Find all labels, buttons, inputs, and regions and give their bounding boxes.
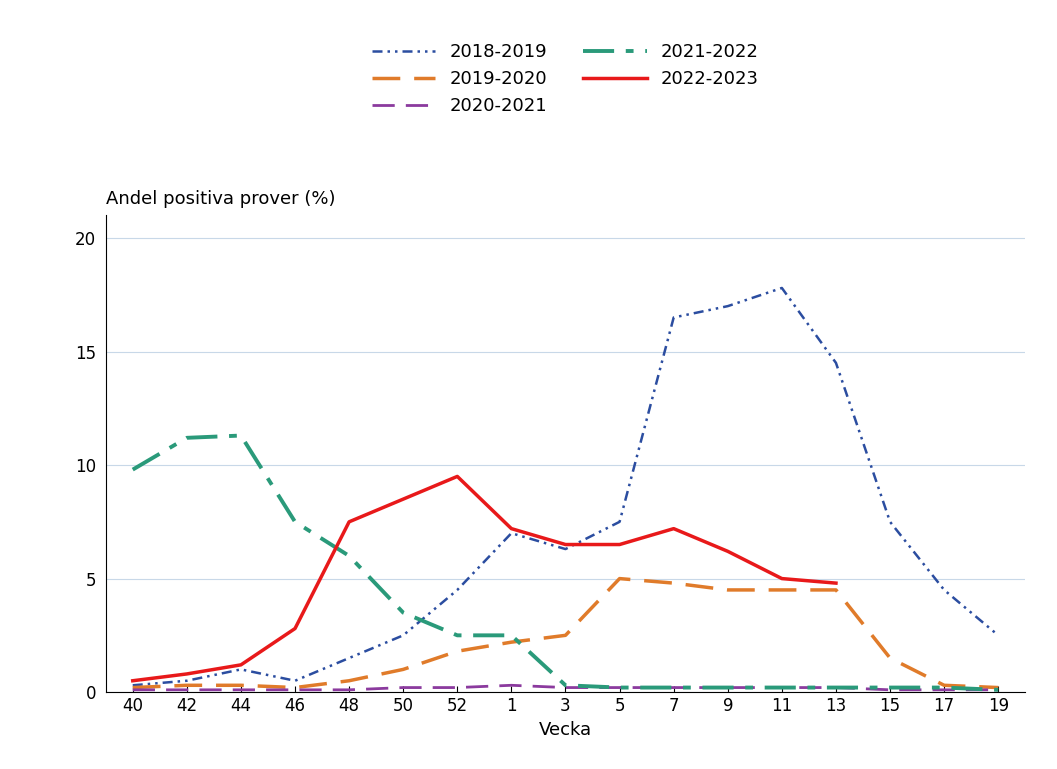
2019-2020 xyxy=(181,681,193,690)
2020-2021 xyxy=(235,685,247,694)
2022-2023 xyxy=(613,540,626,549)
2018-2019 xyxy=(181,676,193,685)
2020-2021 xyxy=(559,683,572,692)
2022-2023 xyxy=(289,624,301,633)
2018-2019 xyxy=(667,313,680,322)
Line: 2018-2019: 2018-2019 xyxy=(133,288,998,685)
2021-2022 xyxy=(559,681,572,690)
2019-2020 xyxy=(342,676,355,685)
2021-2022 xyxy=(396,608,409,618)
2018-2019 xyxy=(451,585,464,594)
2021-2022 xyxy=(289,518,301,527)
2018-2019 xyxy=(342,654,355,663)
2020-2021 xyxy=(776,683,789,692)
Line: 2021-2022: 2021-2022 xyxy=(133,435,998,690)
2019-2020 xyxy=(396,664,409,674)
2021-2022 xyxy=(342,551,355,561)
2019-2020 xyxy=(127,683,140,692)
2022-2023 xyxy=(342,518,355,527)
2021-2022 xyxy=(181,433,193,442)
2019-2020 xyxy=(776,585,789,594)
2022-2023 xyxy=(776,574,789,583)
2019-2020 xyxy=(559,631,572,640)
2022-2023 xyxy=(722,547,735,556)
2020-2021 xyxy=(396,683,409,692)
2019-2020 xyxy=(722,585,735,594)
2021-2022 xyxy=(776,683,789,692)
2021-2022 xyxy=(451,631,464,640)
2018-2019 xyxy=(884,518,896,527)
2019-2020 xyxy=(451,647,464,656)
2022-2023 xyxy=(181,669,193,678)
Text: Andel positiva prover (%): Andel positiva prover (%) xyxy=(106,190,335,208)
2020-2021 xyxy=(884,685,896,694)
2018-2019 xyxy=(776,283,789,292)
2018-2019 xyxy=(127,681,140,690)
2018-2019 xyxy=(991,631,1004,640)
2022-2023 xyxy=(559,540,572,549)
2019-2020 xyxy=(667,578,680,588)
2021-2022 xyxy=(127,465,140,474)
2021-2022 xyxy=(613,683,626,692)
2020-2021 xyxy=(342,685,355,694)
2021-2022 xyxy=(938,683,950,692)
2019-2020 xyxy=(991,683,1004,692)
2022-2023 xyxy=(396,494,409,504)
X-axis label: Vecka: Vecka xyxy=(539,721,592,738)
2020-2021 xyxy=(830,683,842,692)
2019-2020 xyxy=(830,585,842,594)
2019-2020 xyxy=(884,654,896,663)
2020-2021 xyxy=(451,683,464,692)
Line: 2022-2023: 2022-2023 xyxy=(133,477,836,681)
2018-2019 xyxy=(722,301,735,311)
2021-2022 xyxy=(722,683,735,692)
2021-2022 xyxy=(830,683,842,692)
2018-2019 xyxy=(289,676,301,685)
2020-2021 xyxy=(127,685,140,694)
2018-2019 xyxy=(235,664,247,674)
2022-2023 xyxy=(830,578,842,588)
Legend: 2018-2019, 2019-2020, 2020-2021, 2021-2022, 2022-2023: 2018-2019, 2019-2020, 2020-2021, 2021-20… xyxy=(372,43,759,115)
2019-2020 xyxy=(235,681,247,690)
2019-2020 xyxy=(505,638,518,647)
2020-2021 xyxy=(289,685,301,694)
2020-2021 xyxy=(722,683,735,692)
2020-2021 xyxy=(613,683,626,692)
2022-2023 xyxy=(505,524,518,533)
2019-2020 xyxy=(613,574,626,583)
2020-2021 xyxy=(667,683,680,692)
Line: 2020-2021: 2020-2021 xyxy=(133,685,998,690)
2019-2020 xyxy=(289,683,301,692)
2021-2022 xyxy=(884,683,896,692)
2018-2019 xyxy=(559,544,572,554)
2018-2019 xyxy=(505,528,518,538)
2020-2021 xyxy=(181,685,193,694)
2020-2021 xyxy=(991,685,1004,694)
2022-2023 xyxy=(235,661,247,670)
2019-2020 xyxy=(938,681,950,690)
Line: 2019-2020: 2019-2020 xyxy=(133,578,998,687)
2021-2022 xyxy=(505,631,518,640)
2020-2021 xyxy=(505,681,518,690)
2018-2019 xyxy=(396,631,409,640)
2018-2019 xyxy=(830,358,842,368)
2020-2021 xyxy=(938,685,950,694)
2018-2019 xyxy=(938,585,950,594)
2021-2022 xyxy=(235,431,247,440)
2022-2023 xyxy=(127,676,140,685)
2021-2022 xyxy=(991,685,1004,694)
2021-2022 xyxy=(667,683,680,692)
2022-2023 xyxy=(451,472,464,481)
2022-2023 xyxy=(667,524,680,533)
2018-2019 xyxy=(613,518,626,527)
